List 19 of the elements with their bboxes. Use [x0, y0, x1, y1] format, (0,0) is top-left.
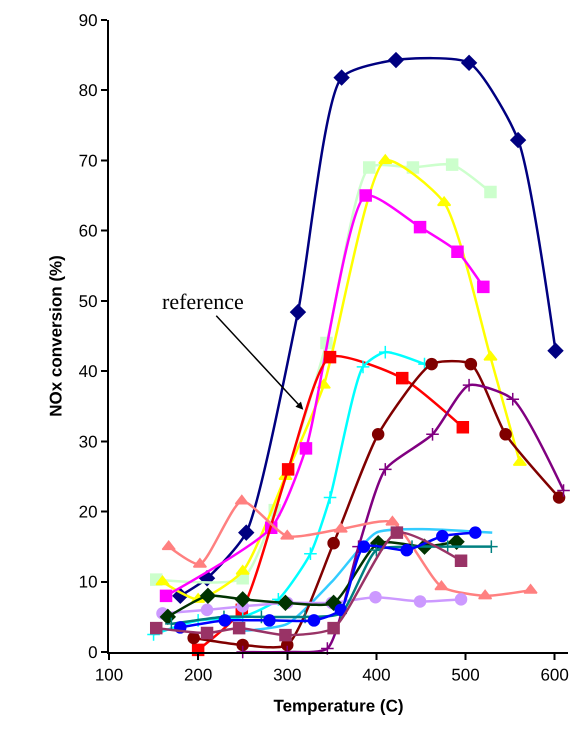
y-tick-label: 20	[78, 502, 98, 522]
x-tick-label: 100	[94, 665, 124, 684]
y-tick-label: 80	[78, 81, 98, 100]
annotation: reference	[162, 289, 244, 314]
y-tick-label: 90	[78, 10, 98, 30]
y-tick-label: 70	[78, 151, 98, 170]
y-tick-label: 0	[88, 642, 98, 662]
x-tick-label: 400	[362, 665, 391, 684]
y-tick-label: 40	[78, 362, 98, 382]
x-axis-title: Temperature (C)	[273, 696, 404, 716]
y-axis-title: NOx conversion (%)	[46, 255, 66, 417]
y-tick-label: 30	[78, 432, 98, 452]
y-tick-label: 60	[78, 222, 98, 241]
x-tick-label: 500	[451, 665, 480, 684]
x-tick-label: 600	[540, 665, 569, 684]
x-tick-label: 300	[273, 665, 302, 684]
y-tick-label: 10	[78, 572, 98, 592]
x-tick-label: 200	[184, 665, 212, 684]
y-tick-label: 50	[78, 292, 98, 311]
